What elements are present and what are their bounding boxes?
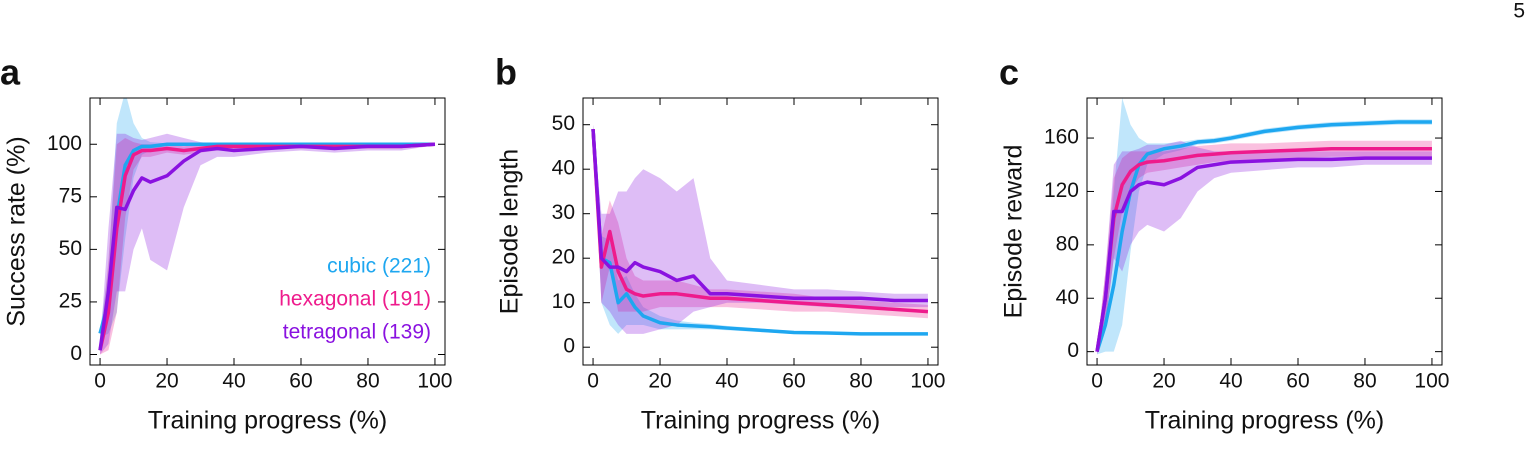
series-line [1095, 156, 1432, 352]
y-tick-label: 20 [552, 246, 575, 269]
panel: a 0 20 40 60 80 100 0 25 50 75 100 Training progress… [0, 52, 452, 435]
x-tick-label: 0 [1091, 370, 1103, 393]
x-tick-label: 0 [94, 370, 106, 393]
error-band [1097, 98, 1432, 355]
panel-label: a [0, 52, 21, 93]
y-tick-label: 100 [47, 132, 82, 155]
x-tick-label: 20 [155, 370, 178, 393]
y-tick-label: 30 [552, 201, 575, 224]
x-tick-label: 20 [1152, 370, 1175, 393]
x-tick-label: 100 [417, 370, 452, 393]
y-axis-label: Success rate (%) [3, 136, 31, 326]
y-tick-label: 40 [1056, 286, 1079, 309]
error-band [1097, 140, 1432, 355]
x-tick-label: 100 [910, 370, 945, 393]
y-tick-label: 50 [59, 237, 82, 260]
series-line [98, 142, 435, 334]
y-tick-label: 40 [552, 157, 575, 180]
x-tick-label: 100 [1414, 370, 1449, 393]
series-line [1095, 146, 1432, 352]
y-tick-label: 0 [563, 335, 575, 358]
y-tick-label: 0 [1067, 339, 1079, 362]
y-tick-label: 160 [1044, 126, 1079, 149]
series-line [591, 129, 928, 336]
y-tick-label: 0 [70, 342, 82, 365]
error-band [593, 124, 928, 334]
y-tick-label: 120 [1044, 179, 1079, 202]
x-tick-label: 80 [849, 370, 872, 393]
plot-frame [1086, 97, 1443, 366]
y-tick-label: 75 [59, 184, 82, 207]
x-axis-label: Training progress (%) [641, 407, 880, 435]
x-tick-label: 80 [1353, 370, 1376, 393]
x-axis-label: Training progress (%) [148, 407, 387, 435]
x-tick-label: 60 [782, 370, 805, 393]
error-band [593, 124, 928, 319]
panel: c 0 20 40 60 80 100 0 40 80 120 160 Training progres… [999, 52, 1449, 435]
error-band [100, 133, 435, 355]
panel: b 0 20 40 60 80 100 0 10 20 30 40 50 Training progres… [495, 52, 945, 435]
error-band [100, 137, 435, 355]
y-tick-label: 10 [552, 290, 575, 313]
series-line [1095, 120, 1432, 353]
x-tick-label: 40 [715, 370, 738, 393]
error-band [593, 124, 928, 336]
series-line [591, 129, 929, 314]
x-tick-label: 80 [356, 370, 379, 393]
x-tick-label: 60 [289, 370, 312, 393]
x-tick-label: 60 [1286, 370, 1309, 393]
plot-frame [582, 97, 939, 366]
error-band [1097, 140, 1432, 355]
x-tick-label: 0 [587, 370, 599, 393]
legend-entry: tetragonal (139) [283, 321, 431, 344]
panel-label: c [999, 52, 1019, 93]
x-tick-label: 20 [648, 370, 671, 393]
y-axis-label: Episode length [496, 149, 524, 314]
panel-label: b [495, 52, 517, 93]
y-tick-label: 25 [59, 289, 82, 312]
series-line [98, 142, 436, 351]
x-axis-label: Training progress (%) [1145, 407, 1384, 435]
y-axis-label: Episode reward [1000, 145, 1028, 319]
y-tick-label: 80 [1056, 232, 1079, 255]
plot-frame [89, 97, 446, 366]
legend-entry: hexagonal (191) [279, 288, 431, 311]
x-tick-label: 40 [1219, 370, 1242, 393]
y-tick-label: 50 [552, 112, 575, 135]
x-tick-label: 40 [222, 370, 245, 393]
legend-entry: cubic (221) [327, 255, 431, 278]
page-number: 5 [1513, 0, 1525, 23]
series-line [591, 129, 928, 303]
